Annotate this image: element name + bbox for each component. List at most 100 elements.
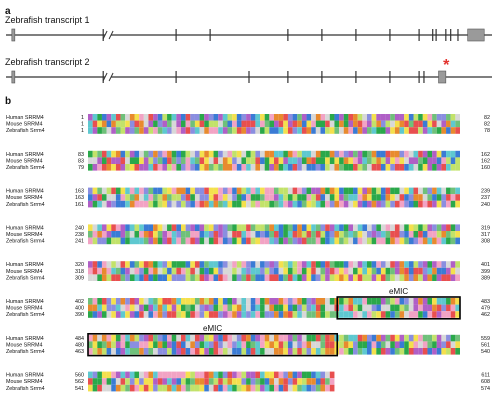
- emic-label: eMIC: [389, 287, 408, 296]
- residue-cell: [367, 298, 372, 305]
- residue-cell: [292, 187, 298, 195]
- residue-cell: [394, 224, 400, 231]
- residue-cell: [213, 267, 219, 275]
- residue-cell: [418, 341, 423, 348]
- residue-cell: [190, 261, 195, 268]
- residue-cell: [301, 231, 307, 238]
- residue-cell: [157, 194, 163, 201]
- residue-cell: [143, 150, 149, 158]
- residue-cell: [208, 311, 214, 318]
- residue-cell: [441, 274, 447, 281]
- residue-cell: [227, 187, 233, 195]
- residue-cell: [292, 298, 298, 305]
- residue-cell: [283, 164, 288, 171]
- residue-cell: [376, 200, 381, 208]
- residue-cell: [334, 157, 340, 164]
- residue-cell: [357, 231, 363, 238]
- residue-cell: [450, 164, 456, 171]
- residue-cell: [181, 237, 186, 245]
- residue-cell: [367, 150, 372, 158]
- residue-cell: [157, 157, 163, 164]
- residue-cell: [120, 274, 126, 281]
- residue-cell: [125, 114, 130, 121]
- residue-cell: [111, 164, 116, 171]
- residue-cell: [436, 341, 442, 348]
- residue-cell: [120, 187, 126, 195]
- residue-cell: [311, 120, 316, 128]
- residue-cell: [120, 157, 126, 164]
- residue-cell: [88, 187, 93, 195]
- residue-cell: [143, 157, 149, 164]
- residue-cell: [264, 127, 270, 134]
- residue-cell: [427, 348, 433, 355]
- residue-cell: [269, 341, 274, 348]
- species-label: Mouse SRRM4: [6, 306, 43, 312]
- residue-cell: [413, 127, 419, 134]
- residue-cell: [181, 274, 186, 281]
- residue-cell: [315, 194, 321, 201]
- residue-cell: [97, 384, 102, 392]
- residue-cell: [194, 341, 200, 348]
- residue-cell: [199, 224, 205, 231]
- residue-cell: [357, 267, 363, 275]
- residue-cell: [97, 194, 102, 201]
- residue-cell: [432, 200, 437, 208]
- residue-cell: [190, 200, 195, 208]
- residue-cell: [143, 274, 149, 281]
- residue-cell: [185, 334, 191, 342]
- residue-cell: [264, 231, 270, 238]
- residue-cell: [422, 120, 428, 128]
- residue-cell: [236, 274, 242, 281]
- residue-cell: [213, 237, 219, 245]
- residue-cell: [148, 311, 154, 318]
- axis-break-mark: [108, 30, 114, 40]
- residue-cell: [408, 334, 414, 342]
- residue-cell: [111, 194, 116, 201]
- residue-cell: [446, 194, 451, 201]
- residue-cell: [111, 157, 116, 164]
- residue-cell: [413, 200, 419, 208]
- residue-cell: [148, 157, 154, 164]
- residue-cell: [385, 157, 391, 164]
- residue-cell: [436, 127, 442, 134]
- residue-cell: [394, 194, 400, 201]
- residue-cell: [353, 127, 358, 134]
- residue-cell: [422, 334, 428, 342]
- residue-cell: [194, 194, 200, 201]
- residue-cell: [329, 311, 335, 318]
- residue-cell: [250, 378, 256, 385]
- residue-cell: [269, 267, 274, 275]
- residue-cell: [446, 348, 451, 355]
- residue-cell: [88, 371, 93, 379]
- residue-cell: [101, 120, 107, 128]
- residue-cell: [134, 311, 140, 318]
- residue-cell: [250, 231, 256, 238]
- residue-cell: [218, 231, 223, 238]
- residue-cell: [408, 341, 414, 348]
- residue-cell: [343, 157, 349, 164]
- residue-cell: [222, 371, 228, 379]
- residue-cell: [311, 274, 316, 281]
- residue-cell: [399, 157, 405, 164]
- residue-cell: [376, 224, 381, 231]
- residue-cell: [101, 150, 107, 158]
- residue-cell: [139, 348, 144, 355]
- residue-cell: [213, 157, 219, 164]
- residue-cell: [129, 267, 135, 275]
- residue-cell: [171, 378, 177, 385]
- axis-break-mark: [108, 72, 114, 82]
- residue-cell: [455, 127, 460, 134]
- residue-cell: [399, 261, 405, 268]
- residue-cell: [204, 150, 209, 158]
- residue-cell: [301, 187, 307, 195]
- residue-cell: [450, 231, 456, 238]
- residue-cell: [227, 114, 233, 121]
- residue-cell: [408, 224, 414, 231]
- residue-cell: [120, 150, 126, 158]
- residue-cell: [339, 200, 344, 208]
- residue-cell: [422, 274, 428, 281]
- residue-cell: [167, 311, 172, 318]
- residue-cell: [306, 157, 312, 164]
- residue-cell: [320, 371, 326, 379]
- residue-cell: [143, 200, 149, 208]
